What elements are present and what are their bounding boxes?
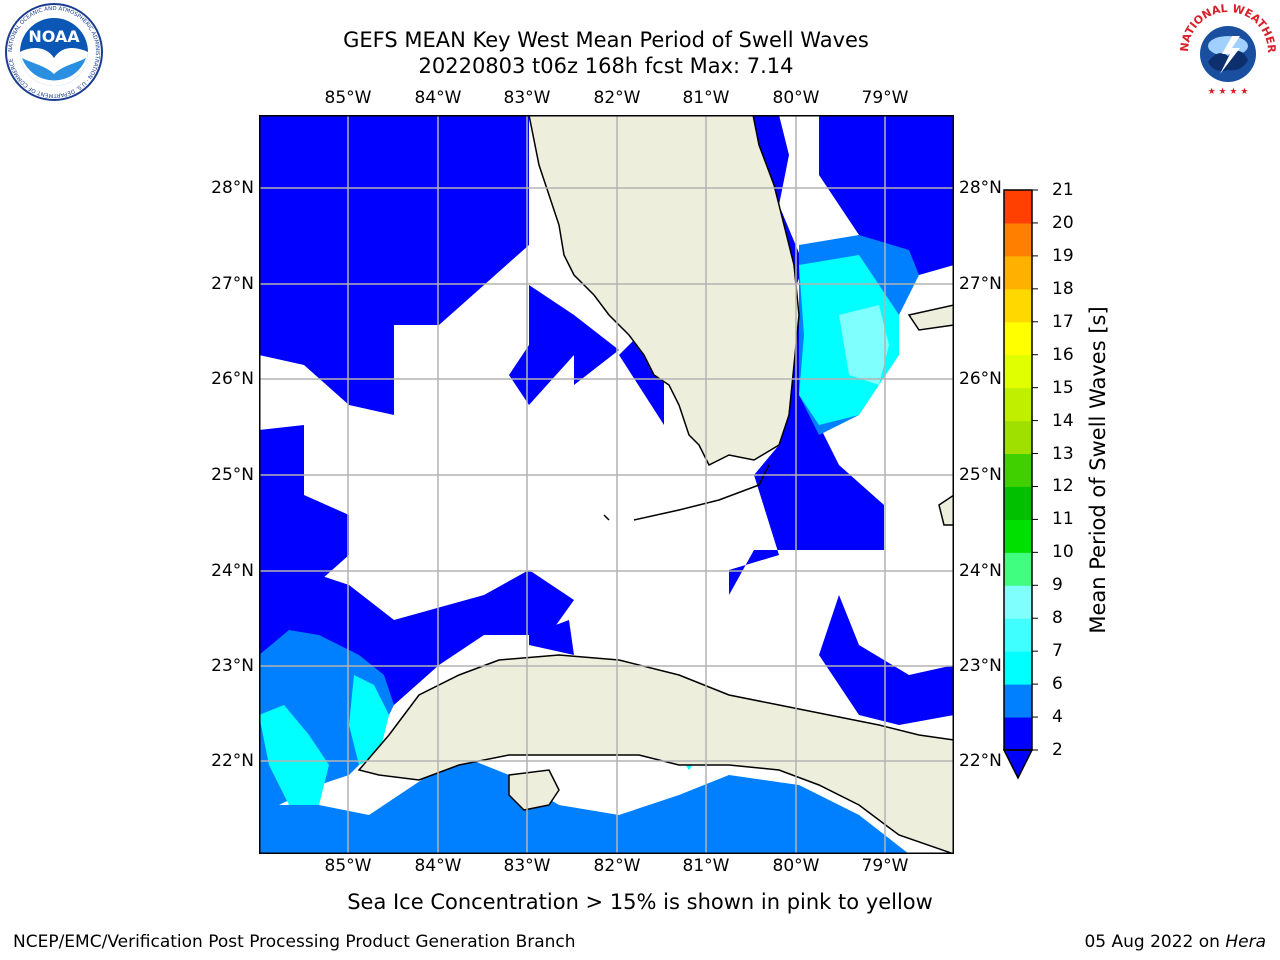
lat-label-right: 24°N — [959, 561, 1002, 581]
colorbar-tick-label: 7 — [1052, 641, 1063, 662]
colorbar-tick-label: 6 — [1052, 674, 1063, 695]
colorbar-extend-arrow — [1002, 749, 1034, 780]
colorbar-segment — [1004, 651, 1032, 685]
colorbar-segment — [1004, 453, 1032, 487]
chart-subtitle: 20220803 t06z 168h fcst Max: 7.14 — [418, 54, 794, 78]
lat-label-right: 26°N — [959, 369, 1002, 389]
lon-label-top: 82°W — [593, 88, 641, 108]
lon-label-bottom: 83°W — [503, 856, 551, 876]
colorbar-tick-label: 19 — [1052, 245, 1074, 266]
footer-host: Hera — [1225, 932, 1266, 952]
colorbar-tick-label: 15 — [1052, 377, 1074, 398]
colorbar-tick-label: 14 — [1052, 410, 1074, 431]
lat-label-right: 22°N — [959, 751, 1002, 771]
lat-label-left: 23°N — [211, 656, 254, 676]
colorbar-segment — [1004, 420, 1032, 455]
lat-label-right: 25°N — [959, 465, 1002, 485]
lat-label-left: 22°N — [211, 751, 254, 771]
noaa-logo: NATIONAL OCEANIC AND ATMOSPHERIC ADMINIS… — [5, 3, 103, 101]
lon-label-top: 85°W — [324, 88, 372, 108]
lat-label-right: 28°N — [959, 178, 1002, 198]
colorbar-segment — [1004, 585, 1032, 619]
colorbar-tick-label: 17 — [1052, 311, 1074, 332]
colorbar-tick-label: 12 — [1052, 476, 1074, 497]
lon-label-bottom: 80°W — [772, 856, 820, 876]
colorbar-border — [1003, 189, 1033, 751]
lon-label-bottom: 84°W — [414, 856, 462, 876]
svg-text:★ ★ ★ ★: ★ ★ ★ ★ — [1208, 87, 1249, 97]
colorbar-segment — [1004, 387, 1032, 422]
lon-label-top: 84°W — [414, 88, 462, 108]
lon-label-bottom: 82°W — [593, 856, 641, 876]
colorbar-segment — [1004, 190, 1032, 224]
colorbar-segment — [1004, 288, 1032, 323]
isla-juventud — [508, 769, 560, 811]
colorbar-tick-label: 13 — [1052, 443, 1074, 464]
colorbar-tick-label: 2 — [1052, 740, 1063, 760]
lon-label-top: 80°W — [772, 88, 820, 108]
colorbar-tick-label: 16 — [1052, 344, 1074, 365]
lat-label-right: 27°N — [959, 274, 1002, 294]
colorbar-tick-label: 21 — [1052, 180, 1074, 200]
lat-label-left: 24°N — [211, 561, 254, 581]
colorbar — [1002, 189, 1038, 780]
lat-label-left: 28°N — [211, 178, 254, 198]
colorbar-label: Mean Period of Swell Waves [s] — [1086, 306, 1110, 634]
cuba-land — [357, 654, 954, 854]
colorbar-segment — [1004, 618, 1032, 652]
land — [357, 115, 954, 854]
colorbar-segment — [1004, 255, 1032, 290]
lon-label-bottom: 85°W — [324, 856, 372, 876]
footer-credit: NCEP/EMC/Verification Post Processing Pr… — [13, 932, 576, 952]
lon-label-bottom: 79°W — [861, 856, 909, 876]
colorbar-segment — [1004, 552, 1032, 586]
colorbar-segment — [1004, 321, 1032, 356]
noaa-text: NOAA — [28, 27, 80, 46]
colorbar-segment — [1004, 222, 1032, 257]
lon-label-top: 83°W — [503, 88, 551, 108]
nws-logo: NATIONAL WEATHER SERVICE ★ ★ ★ ★ — [1178, 2, 1278, 100]
gridlines — [259, 115, 954, 854]
swell-band-8-9 — [839, 305, 889, 385]
andros-land — [938, 494, 954, 526]
lon-label-top: 79°W — [861, 88, 909, 108]
florida-keys — [603, 464, 770, 521]
map-panel — [259, 115, 954, 854]
sea-ice-caption: Sea Ice Concentration > 15% is shown in … — [347, 890, 933, 914]
lat-label-left: 26°N — [211, 369, 254, 389]
lat-label-left: 25°N — [211, 465, 254, 485]
colorbar-tick-label: 4 — [1052, 707, 1063, 728]
colorbar-segment — [1004, 486, 1032, 520]
colorbar-tick-label: 9 — [1052, 575, 1063, 596]
colorbar-segment — [1004, 519, 1032, 553]
florida-land — [528, 115, 800, 467]
colorbar-segment — [1004, 717, 1032, 751]
bahamas-land — [907, 304, 954, 331]
lon-label-top: 81°W — [682, 88, 730, 108]
colorbar-tick-label: 11 — [1052, 509, 1074, 530]
footer-date: 05 Aug 2022 on Hera — [1084, 932, 1266, 952]
lat-label-left: 27°N — [211, 274, 254, 294]
footer-date-text: 05 Aug 2022 on — [1084, 932, 1226, 952]
colorbar-tick-label: 18 — [1052, 278, 1074, 299]
lat-label-right: 23°N — [959, 656, 1002, 676]
colorbar-tick-label: 20 — [1052, 212, 1074, 233]
colorbar-tick-label: 10 — [1052, 542, 1074, 563]
lon-label-bottom: 81°W — [682, 856, 730, 876]
chart-title: GEFS MEAN Key West Mean Period of Swell … — [343, 28, 869, 52]
colorbar-tick-label: 8 — [1052, 608, 1063, 629]
colorbar-segment — [1004, 684, 1032, 718]
colorbar-segment — [1004, 354, 1032, 389]
